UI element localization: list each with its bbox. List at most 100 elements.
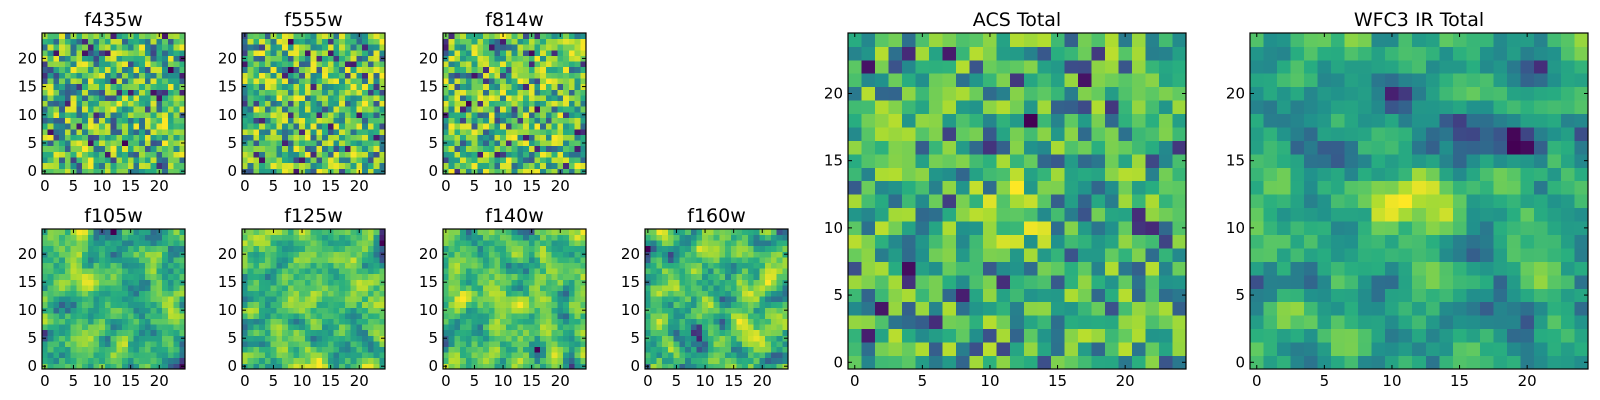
heatmap-cell — [122, 357, 129, 364]
heatmap-cell — [162, 134, 169, 141]
heatmap-cell — [356, 257, 363, 263]
heatmap-cell — [551, 61, 558, 68]
heatmap-cell — [53, 234, 60, 241]
heatmap-cell — [47, 140, 54, 147]
heatmap-cell — [64, 117, 71, 124]
heatmap-cell — [327, 301, 334, 308]
heatmap-cell — [500, 66, 507, 73]
heatmap-cell — [454, 324, 461, 331]
heatmap-cell — [282, 157, 289, 164]
heatmap-cell — [339, 72, 346, 79]
heatmap-cell — [742, 229, 749, 235]
heatmap-cell — [162, 329, 169, 336]
heatmap-cell — [557, 61, 564, 68]
heatmap-cell — [1158, 261, 1173, 276]
heatmap-cell — [350, 151, 357, 158]
heatmap-cell — [76, 95, 83, 102]
heatmap-cell — [460, 157, 467, 164]
heatmap-cell — [87, 229, 94, 235]
heatmap-cell — [156, 106, 163, 113]
heatmap-cell — [650, 313, 657, 319]
heatmap-cell — [87, 290, 94, 297]
heatmap-cell — [568, 341, 575, 347]
heatmap-cell — [1010, 167, 1025, 182]
heatmap-cell — [1010, 207, 1025, 222]
heatmap-cell — [574, 268, 581, 275]
heatmap-cell — [333, 49, 340, 56]
heatmap-cell — [82, 279, 89, 286]
heatmap-cell — [673, 257, 680, 263]
heatmap-cell — [310, 229, 317, 235]
heatmap-cell — [287, 307, 294, 314]
heatmap-cell — [747, 363, 755, 370]
heatmap-cell — [310, 279, 317, 286]
heatmap-cell — [534, 240, 541, 247]
heatmap-cell — [1077, 221, 1092, 235]
heatmap-cell — [139, 89, 146, 96]
heatmap-cell — [276, 83, 283, 90]
heatmap-cell — [488, 313, 495, 319]
heatmap-cell — [93, 234, 100, 241]
heatmap-cell — [545, 134, 553, 141]
heatmap-cell — [902, 288, 916, 303]
heatmap-cell — [861, 221, 876, 235]
heatmap-cell — [322, 257, 329, 263]
heatmap-cell — [110, 128, 117, 135]
heatmap-cell — [59, 123, 66, 130]
heatmap-cell — [150, 279, 157, 286]
heatmap-cell — [139, 117, 146, 124]
heatmap-cell — [983, 342, 998, 356]
heatmap-cell — [534, 313, 541, 319]
heatmap-cell — [454, 44, 461, 51]
heatmap-cell — [282, 301, 289, 308]
heatmap-cell — [259, 95, 266, 102]
heatmap-cell — [471, 106, 478, 113]
heatmap-cell — [465, 168, 472, 175]
heatmap-cell — [645, 352, 652, 359]
heatmap-cell — [70, 157, 77, 164]
heatmap-cell — [753, 257, 760, 263]
heatmap-cell — [534, 123, 541, 130]
heatmap-cell — [848, 207, 862, 222]
heatmap-cell — [70, 307, 77, 314]
heatmap-cell — [139, 257, 146, 263]
heatmap-cell — [356, 151, 363, 158]
heatmap-cell — [523, 111, 530, 118]
heatmap-cell — [725, 229, 732, 235]
heatmap-cell — [574, 346, 581, 353]
heatmap-cell — [144, 128, 152, 135]
heatmap-cell — [122, 341, 129, 347]
heatmap-cell — [725, 335, 732, 342]
heatmap-cell — [93, 38, 100, 45]
heatmap-cell — [983, 261, 998, 276]
heatmap-cell — [333, 290, 340, 297]
heatmap-cell — [656, 234, 663, 241]
heatmap-cell — [650, 357, 657, 364]
heatmap-cell — [162, 251, 169, 258]
heatmap-cell — [167, 341, 174, 347]
heatmap-cell — [1118, 234, 1133, 249]
heatmap-cell — [304, 245, 312, 252]
heatmap-cell — [350, 66, 357, 73]
heatmap-cell — [759, 352, 766, 359]
heatmap-cell — [465, 307, 472, 314]
heatmap-cell — [150, 157, 157, 164]
heatmap-cell — [679, 363, 686, 370]
heatmap-cells — [42, 33, 186, 175]
heatmap-cell — [747, 352, 755, 359]
heatmap-cell — [82, 111, 89, 118]
heatmap-cell — [505, 251, 513, 258]
heatmap-cell — [517, 245, 524, 252]
heatmap-cell — [574, 251, 581, 258]
heatmap-cell — [770, 301, 777, 308]
heatmap-cell — [247, 111, 254, 118]
heatmap-cell — [179, 106, 186, 113]
heatmap-cell — [270, 145, 277, 152]
heatmap-cell — [996, 180, 1011, 195]
heatmap-cell — [528, 66, 535, 73]
heatmap-cell — [276, 290, 283, 297]
heatmap-cell — [568, 128, 575, 135]
heatmap-cell — [770, 313, 777, 319]
heatmap-cell — [1023, 288, 1038, 303]
heatmap-cell — [179, 162, 186, 169]
